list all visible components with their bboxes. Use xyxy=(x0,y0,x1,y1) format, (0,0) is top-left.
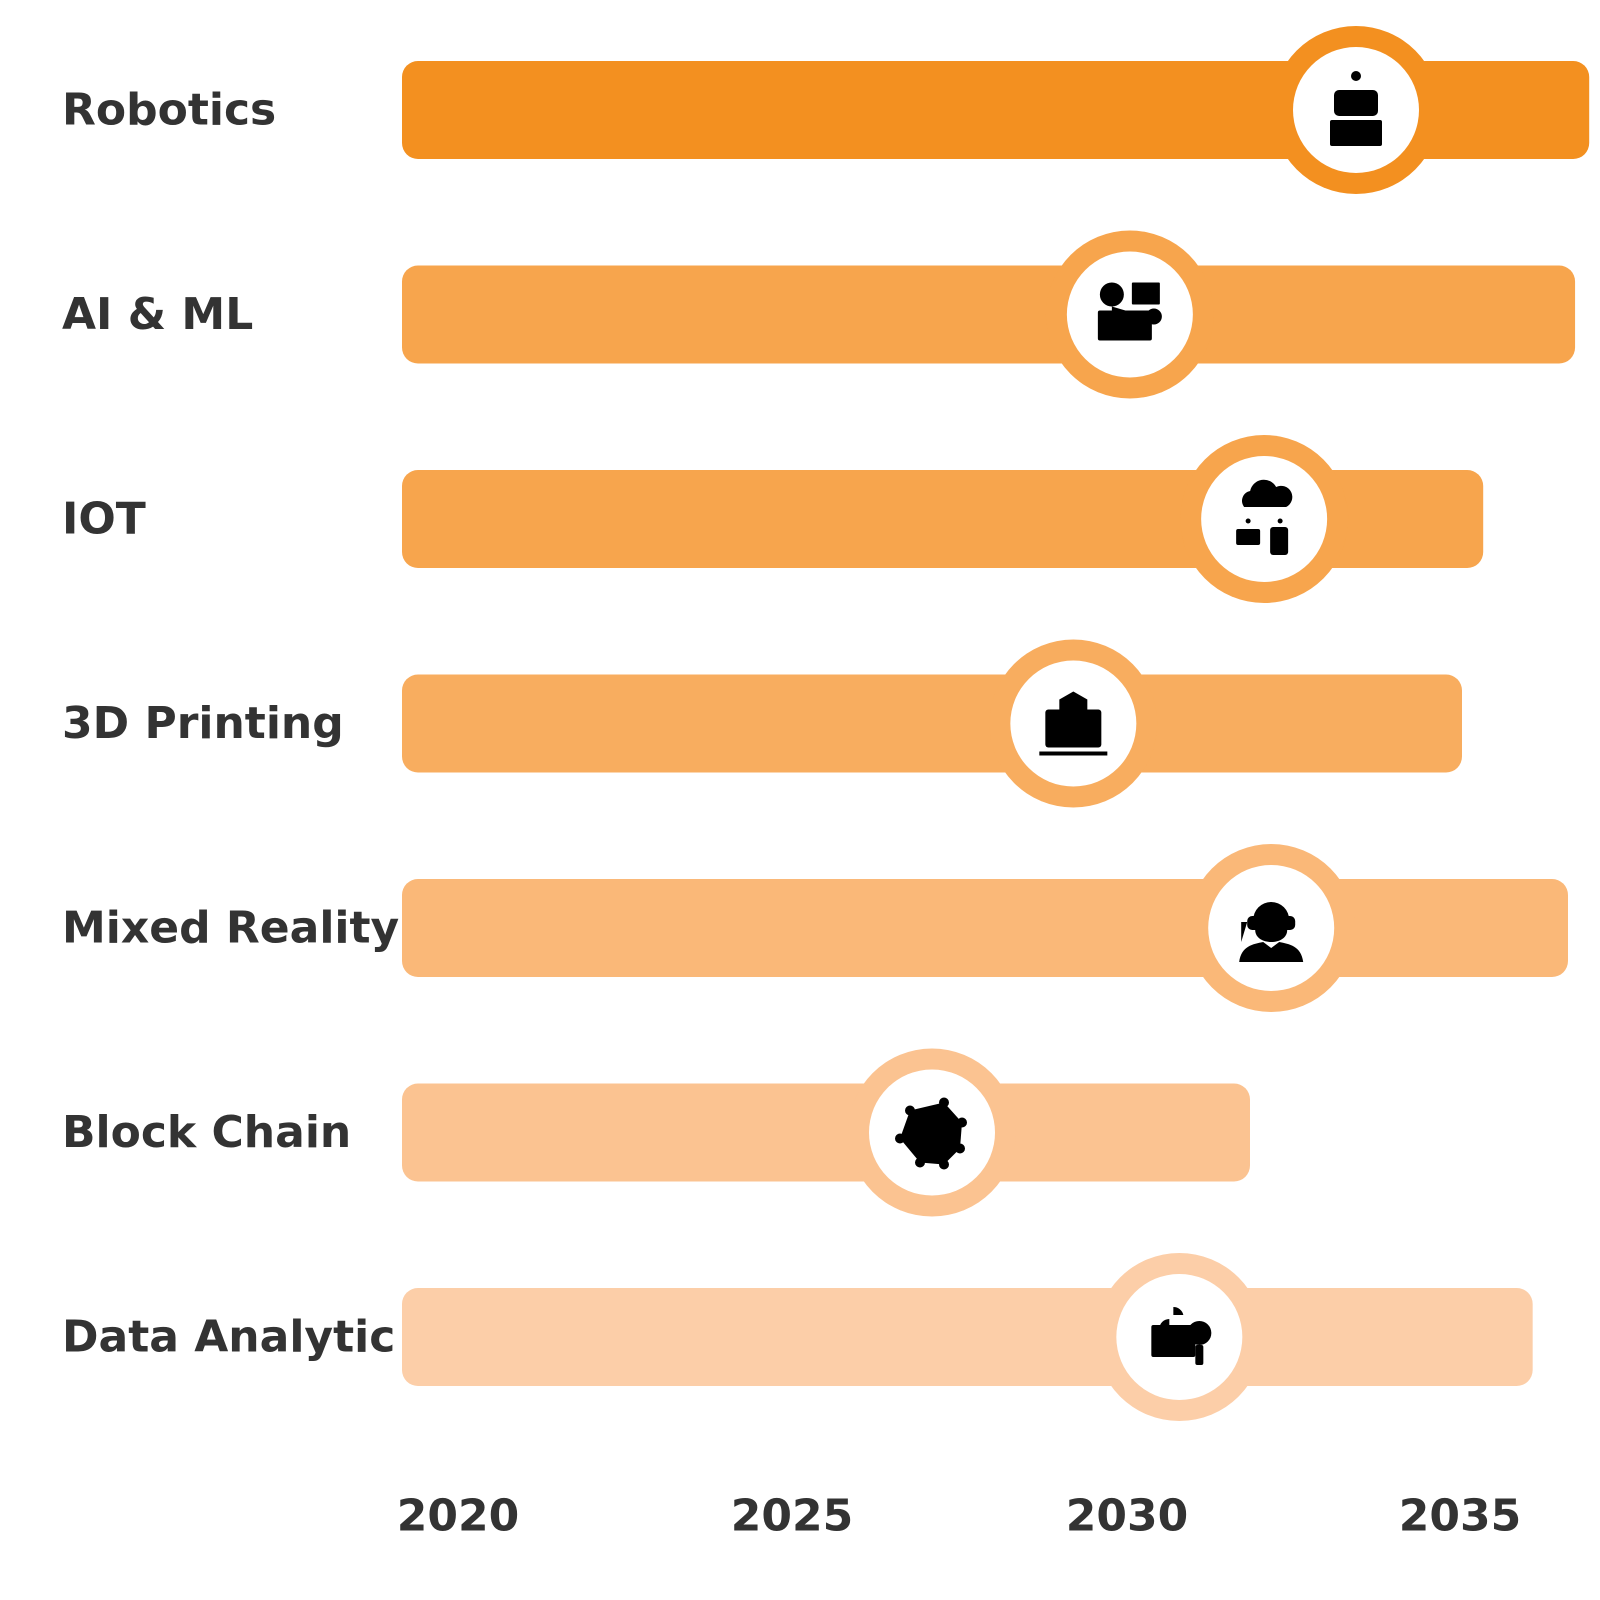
bars-layer: Robotics AI & ML IOT 3D Printing Mixed Reali… xyxy=(62,26,1590,1421)
bar-3d-printing xyxy=(402,674,1462,773)
x-tick-label: 2020 xyxy=(397,1491,519,1542)
marker-disc xyxy=(1201,456,1328,582)
category-label: 3D Printing xyxy=(62,698,344,749)
row-iot: IOT xyxy=(62,435,1484,603)
marker-block-chain xyxy=(848,1048,1016,1217)
category-label: IOT xyxy=(62,494,146,545)
category-label: AI & ML xyxy=(62,289,253,340)
marker-3d-printing xyxy=(989,639,1158,808)
x-axis-ticks: 2020 2025 2030 2035 xyxy=(397,1491,1521,1542)
category-label: Block Chain xyxy=(62,1107,351,1158)
x-tick-label: 2025 xyxy=(731,1491,853,1542)
marker-iot xyxy=(1180,435,1349,603)
row-data-analytic: Data Analytic xyxy=(62,1253,1533,1421)
x-tick-label: 2030 xyxy=(1066,1491,1188,1542)
row-robotics: Robotics xyxy=(62,26,1590,194)
row-mixed-reality: Mixed Reality xyxy=(62,844,1568,1012)
marker-mixed-reality xyxy=(1187,844,1356,1012)
row-block-chain: Block Chain xyxy=(62,1048,1250,1217)
x-tick-label: 2035 xyxy=(1399,1491,1521,1542)
marker-robotics xyxy=(1272,26,1440,194)
row-3d-printing: 3D Printing xyxy=(62,639,1462,808)
marker-ai-ml xyxy=(1045,230,1214,399)
category-label: Data Analytic xyxy=(62,1312,395,1363)
bar-mixed-reality xyxy=(402,879,1568,977)
marker-data-analytic xyxy=(1095,1253,1264,1421)
category-label: Mixed Reality xyxy=(62,903,399,954)
row-ai-ml: AI & ML xyxy=(62,230,1576,399)
bar-block-chain xyxy=(402,1083,1250,1182)
bar-data-analytic xyxy=(402,1288,1533,1386)
bar-ai-ml xyxy=(402,265,1576,364)
category-label: Robotics xyxy=(62,85,276,136)
